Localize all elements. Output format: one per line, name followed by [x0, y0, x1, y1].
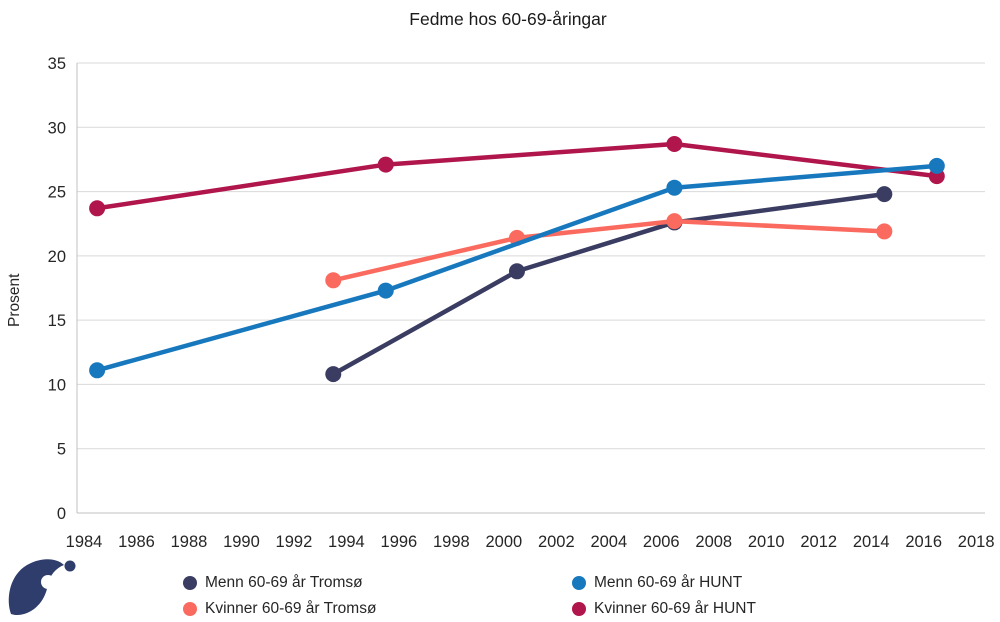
x-tick-label: 2008	[695, 533, 732, 551]
legend-item-menn-hunt: Menn 60-69 år HUNT	[572, 574, 742, 591]
data-point-marker	[325, 366, 342, 383]
data-point-marker	[377, 282, 394, 299]
x-tick-label: 1990	[223, 533, 260, 551]
x-tick-label: 2006	[643, 533, 680, 551]
x-tick-label: 2004	[590, 533, 627, 551]
legend-marker-menn-hunt	[572, 575, 586, 590]
x-tick-label: 1994	[328, 533, 365, 551]
legend-label: Menn 60-69 år HUNT	[594, 573, 743, 591]
data-point-marker	[666, 136, 683, 152]
data-point-marker	[666, 213, 683, 230]
x-tick-label: 1996	[381, 533, 418, 551]
fhi-logo-mark	[8, 559, 76, 616]
x-tick-label: 1984	[66, 533, 103, 551]
data-point-marker	[89, 200, 106, 217]
y-tick-label: 10	[48, 376, 66, 394]
data-point-marker	[666, 179, 683, 196]
data-point-marker	[876, 223, 893, 240]
y-tick-label: 30	[48, 119, 66, 137]
series-line	[94, 141, 940, 211]
x-tick-label: 2002	[538, 533, 575, 551]
y-tick-label: 0	[57, 505, 66, 523]
data-point-marker	[876, 186, 893, 203]
legend-label: Kvinner 60-69 år HUNT	[594, 599, 756, 617]
series-line	[331, 191, 887, 377]
x-tick-label: 1992	[276, 533, 313, 551]
data-point-marker	[377, 156, 394, 173]
data-point-marker	[928, 157, 945, 174]
x-tick-label: 2016	[905, 533, 942, 551]
y-tick-label: 5	[57, 441, 66, 459]
fhi-logo: FHI	[4, 554, 194, 620]
x-tick-label: 2012	[800, 533, 837, 551]
x-tick-label: 2014	[853, 533, 890, 551]
legend-item-kvinner-tromso: Kvinner 60-69 år Tromsø	[183, 600, 376, 617]
y-tick-label: 35	[48, 55, 66, 73]
data-point-marker	[325, 272, 342, 289]
series-line	[331, 218, 887, 283]
legend-label: Kvinner 60-69 år Tromsø	[205, 599, 377, 617]
legend-item-menn-tromso: Menn 60-69 år Tromsø	[183, 574, 363, 591]
series-line	[94, 163, 940, 373]
chart-title: Fedme hos 60-69-åringar	[409, 9, 607, 29]
y-tick-label: 25	[48, 184, 66, 202]
x-tick-label: 2010	[748, 533, 785, 551]
x-tick-label: 2000	[485, 533, 522, 551]
x-tick-label: 1988	[171, 533, 208, 551]
data-point-marker	[508, 263, 525, 280]
y-tick-label: 15	[48, 312, 66, 330]
data-point-marker	[89, 362, 106, 379]
x-tick-label: 1986	[118, 533, 155, 551]
y-tick-label: 20	[48, 248, 66, 266]
x-tick-label: 1998	[433, 533, 470, 551]
x-tick-label: 2018	[958, 533, 995, 551]
plot-area: 0 5 10 15 20 25 30 35 1984 1986 1988 1990 1992 1994 19…	[48, 55, 995, 551]
legend-item-kvinner-hunt: Kvinner 60-69 år HUNT	[572, 600, 756, 617]
legend-marker-kvinner-hunt	[572, 601, 586, 616]
legend-label: Menn 60-69 år Tromsø	[205, 573, 363, 591]
